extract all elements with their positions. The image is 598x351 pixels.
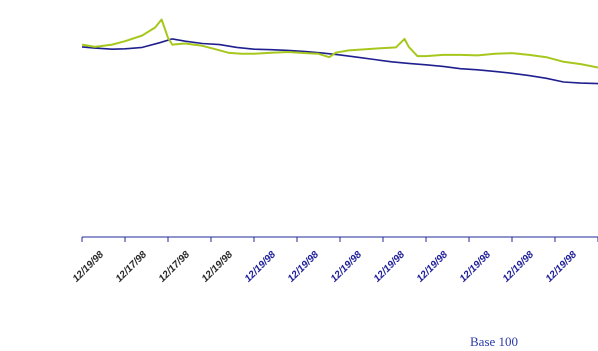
x-tick-label: 12/17/98 — [157, 249, 193, 285]
x-tick-label: 12/19/98 — [329, 249, 365, 285]
series-line-1 — [81, 38, 598, 85]
x-tick-label: 12/19/98 — [544, 249, 580, 285]
x-tick-label: 12/17/98 — [114, 249, 150, 285]
x-tick-labels: 12/19/98 12/17/98 12/17/98 12/19/98 12/19/98… — [71, 249, 580, 285]
x-tick-label: 12/19/98 — [372, 249, 408, 285]
x-axis — [81, 236, 598, 242]
x-tick-label: 12/19/98 — [501, 249, 537, 285]
series-line-2 — [81, 18, 598, 69]
series-layer — [81, 18, 598, 85]
x-tick-label: 12/19/98 — [243, 249, 279, 285]
chart-caption: Base 100 — [470, 334, 519, 349]
x-tick-label: 12/19/98 — [458, 249, 494, 285]
x-tick-label: 12/19/98 — [286, 249, 322, 285]
x-tick-label: 12/19/98 — [71, 249, 107, 285]
x-tick-label: 12/19/98 — [415, 249, 451, 285]
x-tick-label: 12/19/98 — [200, 249, 236, 285]
